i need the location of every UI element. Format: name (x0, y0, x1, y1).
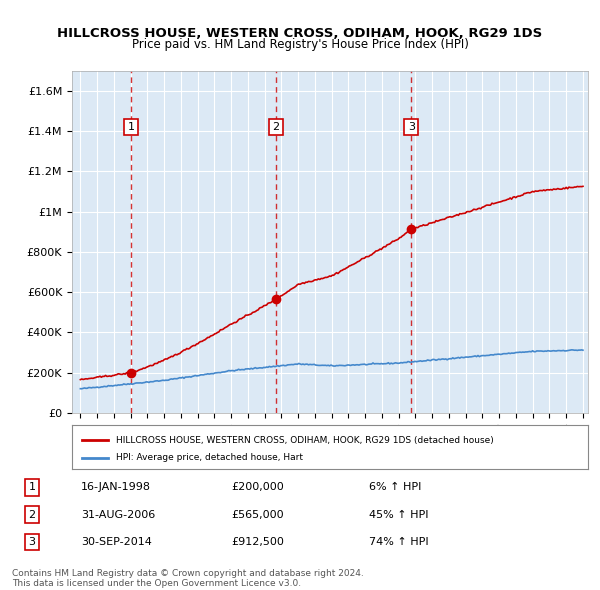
Text: 30-SEP-2014: 30-SEP-2014 (81, 537, 152, 547)
Text: £565,000: £565,000 (231, 510, 284, 520)
Text: HILLCROSS HOUSE, WESTERN CROSS, ODIHAM, HOOK, RG29 1DS (detached house): HILLCROSS HOUSE, WESTERN CROSS, ODIHAM, … (116, 436, 494, 445)
Text: 1: 1 (29, 483, 35, 493)
Text: 6% ↑ HPI: 6% ↑ HPI (369, 483, 421, 493)
Text: HILLCROSS HOUSE, WESTERN CROSS, ODIHAM, HOOK, RG29 1DS: HILLCROSS HOUSE, WESTERN CROSS, ODIHAM, … (58, 27, 542, 40)
Text: 2: 2 (272, 122, 280, 132)
Text: 3: 3 (29, 537, 35, 547)
Text: Price paid vs. HM Land Registry's House Price Index (HPI): Price paid vs. HM Land Registry's House … (131, 38, 469, 51)
Text: 2: 2 (29, 510, 36, 520)
Text: HPI: Average price, detached house, Hart: HPI: Average price, detached house, Hart (116, 454, 303, 463)
Text: 31-AUG-2006: 31-AUG-2006 (81, 510, 155, 520)
Text: 1: 1 (128, 122, 135, 132)
Text: Contains HM Land Registry data © Crown copyright and database right 2024.: Contains HM Land Registry data © Crown c… (12, 569, 364, 578)
Text: This data is licensed under the Open Government Licence v3.0.: This data is licensed under the Open Gov… (12, 579, 301, 588)
Text: 16-JAN-1998: 16-JAN-1998 (81, 483, 151, 493)
Text: £912,500: £912,500 (231, 537, 284, 547)
Text: 74% ↑ HPI: 74% ↑ HPI (369, 537, 429, 547)
Text: £200,000: £200,000 (231, 483, 284, 493)
Text: 3: 3 (408, 122, 415, 132)
Text: 45% ↑ HPI: 45% ↑ HPI (369, 510, 428, 520)
